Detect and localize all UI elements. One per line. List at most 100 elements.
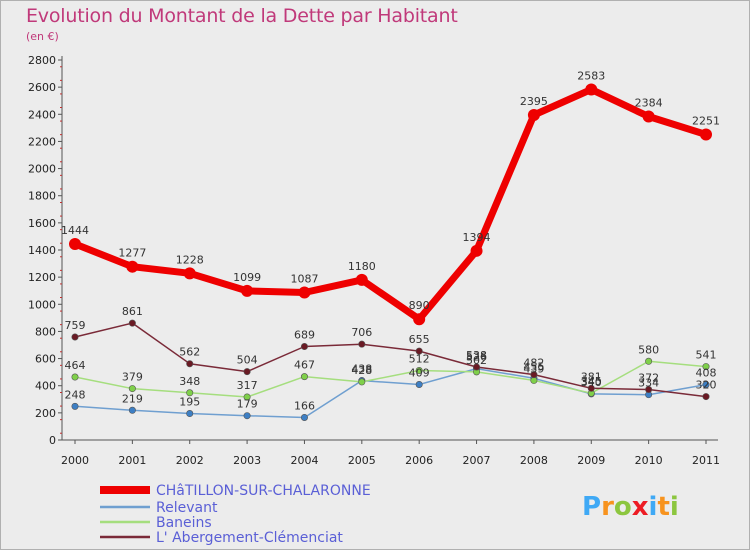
- y-tick-label: 600: [35, 353, 56, 366]
- y-tick-label: 200: [35, 407, 56, 420]
- data-label: 438: [351, 363, 372, 376]
- data-point: [243, 368, 251, 376]
- data-point: [71, 333, 79, 341]
- y-tick-label: 2400: [28, 108, 56, 121]
- x-tick-label: 2007: [463, 454, 491, 467]
- x-tick-label: 2008: [520, 454, 548, 467]
- y-tick-label: 800: [35, 325, 56, 338]
- y-tick-label: 1600: [28, 217, 56, 230]
- data-point: [243, 393, 251, 401]
- data-point: [128, 319, 136, 327]
- legend-label: Relevant: [156, 500, 218, 516]
- chart-unit-label: (en €): [26, 30, 59, 43]
- y-tick-label: 1000: [28, 298, 56, 311]
- x-tick-label: 2002: [176, 454, 204, 467]
- data-point: [183, 267, 196, 280]
- data-point: [300, 413, 308, 421]
- logo-letter: r: [601, 492, 614, 522]
- data-label: 464: [65, 359, 86, 372]
- data-label: 2583: [577, 69, 605, 82]
- proxiti-logo: Proxiti: [582, 492, 679, 522]
- data-label: 512: [409, 353, 430, 366]
- data-point: [298, 286, 311, 299]
- data-label: 759: [65, 319, 86, 332]
- data-point: [415, 367, 423, 375]
- logo-letter: o: [614, 492, 632, 522]
- data-point: [71, 402, 79, 410]
- data-label: 334: [638, 377, 659, 390]
- data-point: [300, 342, 308, 350]
- data-point: [128, 406, 136, 414]
- data-point: [700, 128, 712, 141]
- data-label: 348: [179, 375, 200, 388]
- y-tick-label: 1200: [28, 271, 56, 284]
- data-point: [645, 386, 653, 394]
- data-label: 541: [696, 349, 717, 362]
- y-tick-label: 400: [35, 380, 56, 393]
- data-point: [358, 340, 366, 348]
- x-tick-label: 2009: [577, 454, 605, 467]
- data-point: [186, 410, 194, 418]
- series-line: [73, 85, 708, 323]
- data-label: 504: [237, 354, 258, 367]
- data-point: [530, 371, 538, 379]
- series-line: [74, 367, 707, 419]
- y-tick-label: 2000: [28, 163, 56, 176]
- data-label: 340: [581, 376, 602, 389]
- data-point: [527, 108, 540, 121]
- data-label: 1394: [463, 231, 491, 244]
- data-label: 320: [696, 379, 717, 392]
- chart-axes: 0 200 400 600 800 1000 1200 1400 1600 1800 2000 220…: [28, 54, 720, 467]
- data-label: 195: [179, 396, 200, 409]
- data-label: 482: [523, 357, 544, 370]
- data-label: 655: [409, 333, 430, 346]
- logo-letter: P: [582, 492, 601, 522]
- data-label: 580: [638, 343, 659, 356]
- data-point: [585, 83, 598, 96]
- y-tick-label: 2200: [28, 135, 56, 148]
- data-point: [702, 393, 710, 401]
- data-point: [415, 347, 423, 355]
- legend-label: CHâTILLON-SUR-CHALARONNE: [156, 483, 371, 499]
- data-point: [413, 313, 426, 326]
- data-label: 2251: [692, 115, 720, 128]
- data-label: 166: [294, 399, 315, 412]
- legend-label: L' Abergement-Clémenciat: [156, 530, 343, 546]
- logo-letter: i: [649, 492, 658, 522]
- data-point: [186, 360, 194, 368]
- data-label: 1180: [348, 260, 376, 273]
- data-label: 562: [179, 346, 200, 359]
- data-label: 1099: [233, 271, 261, 284]
- data-label: 345: [581, 375, 602, 388]
- data-label: 219: [122, 392, 143, 405]
- x-tick-label: 2001: [118, 454, 146, 467]
- data-label: 1444: [61, 224, 89, 237]
- data-label: 2384: [635, 96, 663, 109]
- data-label: 538: [466, 349, 487, 362]
- series-line: [74, 360, 707, 398]
- data-point: [473, 363, 481, 371]
- data-label: 317: [237, 379, 258, 392]
- y-tick-label: 1800: [28, 190, 56, 203]
- data-point: [645, 357, 653, 365]
- data-label: 2395: [520, 95, 548, 108]
- data-label: 455: [523, 360, 544, 373]
- x-tick-label: 2000: [61, 454, 89, 467]
- chart-title: Evolution du Montant de la Dette par Hab…: [26, 5, 458, 27]
- x-tick-label: 2006: [405, 454, 433, 467]
- y-tick-label: 1400: [28, 244, 56, 257]
- data-label: 526: [466, 351, 487, 364]
- data-label: 439: [523, 362, 544, 375]
- logo-letter: x: [632, 492, 649, 522]
- data-point: [702, 363, 710, 371]
- data-point: [241, 284, 254, 297]
- data-label: 706: [351, 326, 372, 339]
- series-line: [74, 322, 707, 398]
- data-point: [71, 373, 79, 381]
- chart-series: [69, 83, 712, 421]
- data-label: 467: [294, 359, 315, 372]
- data-point: [642, 110, 655, 123]
- data-point: [587, 384, 595, 392]
- data-label: 1228: [176, 253, 204, 266]
